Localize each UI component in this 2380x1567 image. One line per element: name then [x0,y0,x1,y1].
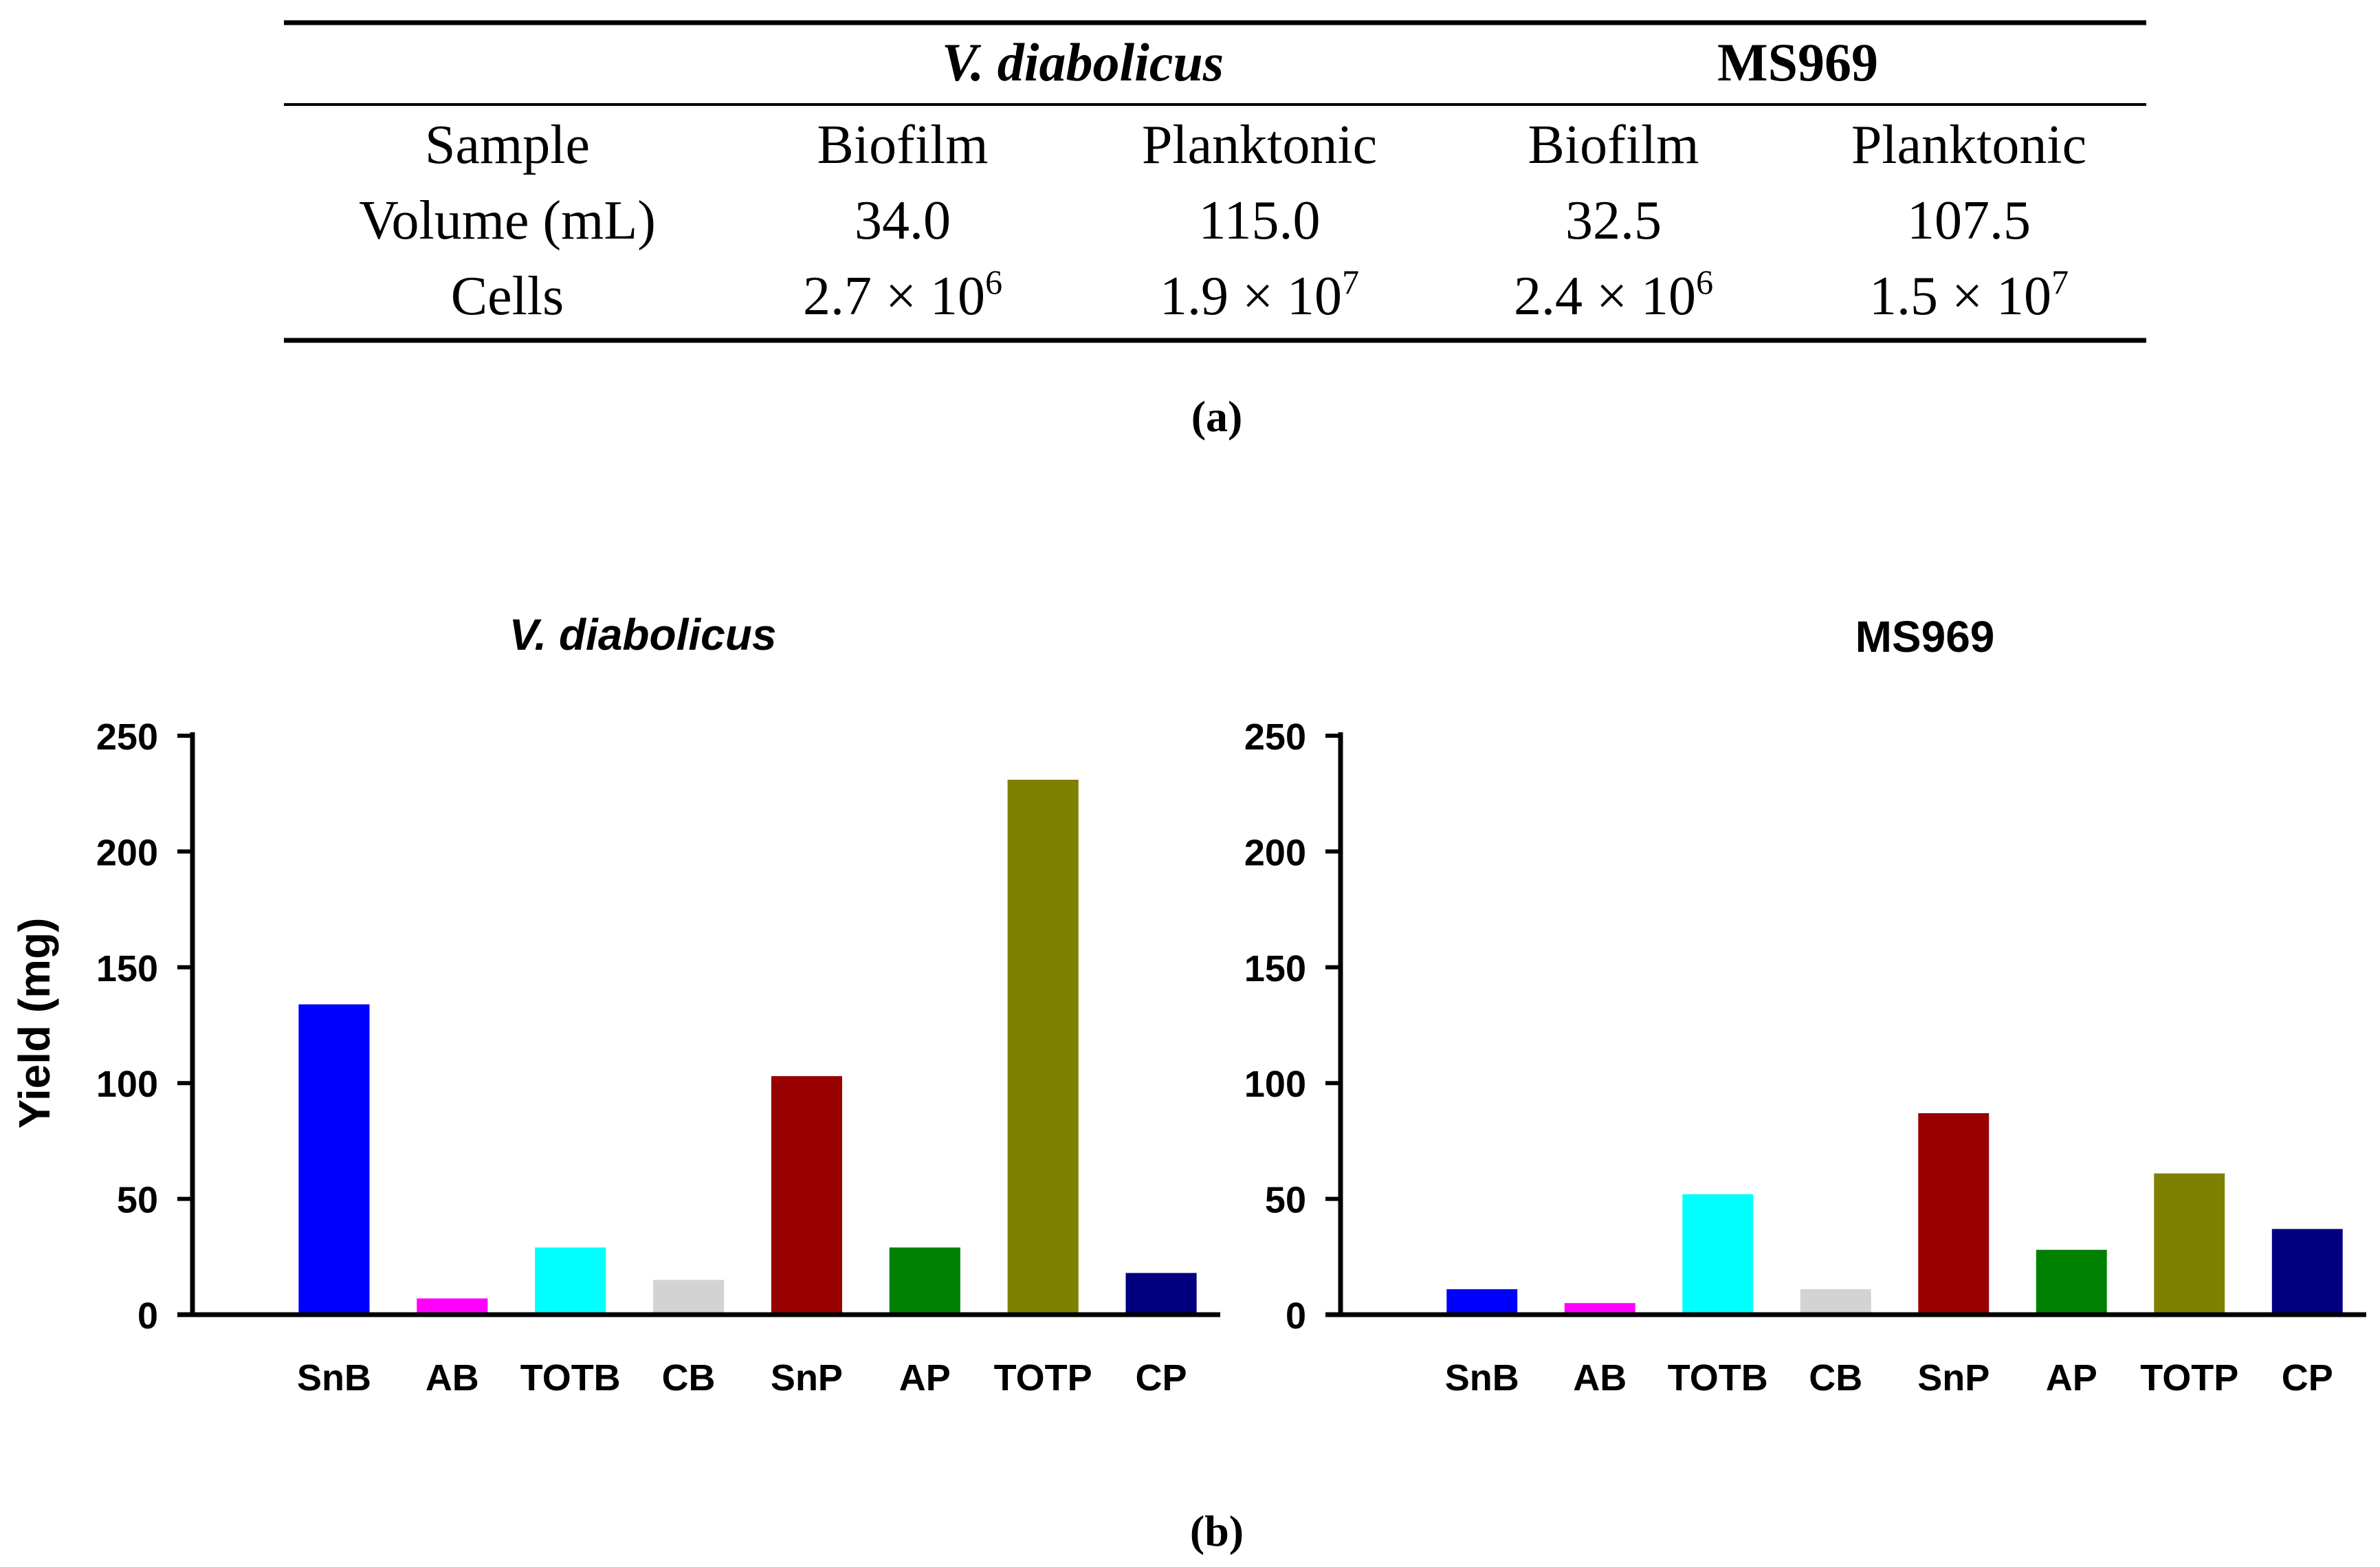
y-tick-label: 150 [1244,948,1306,989]
x-tick-label: TOTB [1668,1357,1768,1399]
table-row-label-cells: Cells [451,266,564,327]
bar-snp [1918,1113,1990,1315]
x-tick-label: CP [1136,1357,1187,1399]
bar-snb [298,1004,370,1315]
data-table: V. diabolicus MS969 Sample Biofilm Plank… [284,20,2146,441]
y-tick-label: 200 [96,832,158,873]
x-tick-label: SnB [297,1357,371,1399]
table-cell: 32.5 [1565,190,1662,251]
x-tick-label: CB [1809,1357,1862,1399]
x-tick-label: TOTP [2140,1357,2238,1399]
table-row-label-sample: Sample [425,115,590,175]
y-tick-label: 250 [1244,716,1306,758]
bar-totb [1682,1194,1754,1315]
x-tick-label: CB [662,1357,716,1399]
table-cell: 107.5 [1907,190,2031,251]
y-tick-label: 250 [96,716,158,758]
x-tick-label: SnB [1445,1357,1519,1399]
x-tick-label: AP [899,1357,951,1399]
y-tick-label: 50 [1265,1180,1306,1221]
table-group-header-vdiabolicus: V. diabolicus [942,32,1224,92]
x-tick-label: CP [2282,1357,2333,1399]
y-tick-label: 200 [1244,832,1306,873]
bar-ab [1564,1303,1635,1315]
x-tick-label: AB [1573,1357,1627,1399]
x-tick-label: SnP [771,1357,843,1399]
table-caption: (a) [1191,392,1243,441]
bar-cp [1125,1273,1197,1315]
y-tick-label: 150 [96,948,158,989]
y-tick-label: 0 [1286,1295,1306,1337]
x-tick-label: TOTB [520,1357,621,1399]
table-cell: Planktonic [1851,115,2086,175]
table-cell-sci: 1.9 × 107 [1160,263,1359,327]
table-cell-sci: 2.7 × 106 [803,263,1002,327]
table-cell-sci: 1.5 × 107 [1869,263,2069,327]
chart-title: MS969 [1855,612,1995,661]
figure-caption: (b) [1190,1506,1244,1555]
table-row-label-volume: Volume (mL) [359,190,656,251]
bar-totp [2154,1173,2225,1315]
x-tick-label: SnP [1917,1357,1990,1399]
bar-cp [2271,1229,2343,1315]
x-tick-label: AP [2046,1357,2097,1399]
bar-totb [535,1247,606,1315]
bar-cb [653,1280,725,1315]
bar-snb [1446,1289,1518,1315]
table-cell: Planktonic [1142,115,1377,175]
y-tick-label: 100 [1244,1064,1306,1105]
chart-vdiabolicus: V. diabolicus 0 50 100 150 200 250 SnB AB TOTB CB S… [96,610,1220,1399]
bar-totp [1007,779,1079,1315]
bar-ap [2036,1249,2107,1315]
table-group-header-ms969: MS969 [1717,32,1878,92]
table-cell: 115.0 [1198,190,1320,251]
x-tick-label: TOTP [994,1357,1092,1399]
bar-ab [417,1298,488,1315]
chart-ms969: MS969 0 50 100 150 200 250 SnB AB TOTB CB SnP AP TOTP… [1244,612,2366,1399]
x-tick-label: AB [426,1357,479,1399]
table-cell: Biofilm [1528,115,1699,175]
table-cell: Biofilm [817,115,989,175]
bar-snp [771,1076,842,1315]
bar-ap [889,1247,960,1315]
y-tick-label: 100 [96,1064,158,1105]
table-cell: 34.0 [855,190,951,251]
y-axis-title: Yield (mg) [10,918,59,1129]
bar-cb [1800,1289,1871,1315]
table-cell-sci: 2.4 × 106 [1514,263,1713,327]
y-tick-label: 50 [117,1180,158,1221]
chart-title: V. diabolicus [509,610,777,659]
y-tick-label: 0 [137,1295,158,1337]
